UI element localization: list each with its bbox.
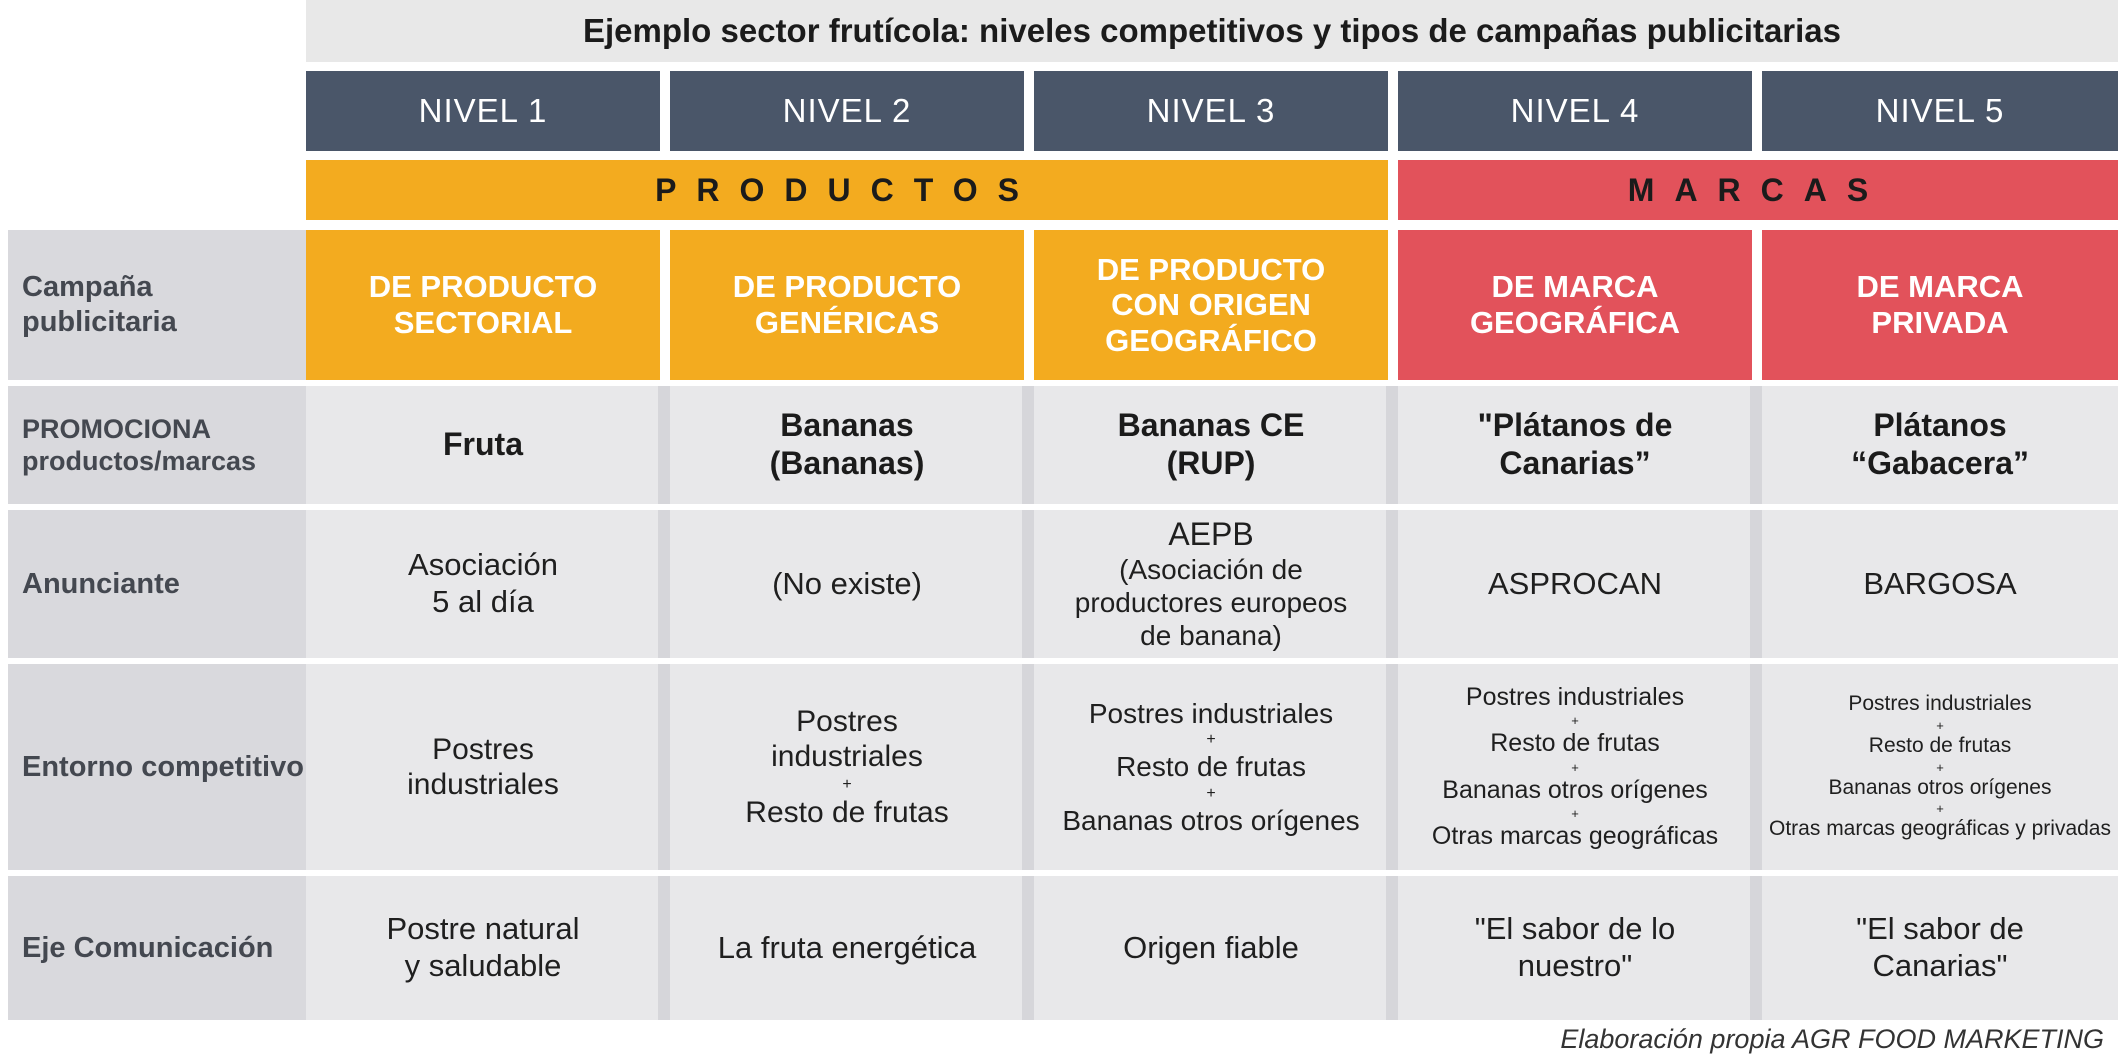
eje-line: nuestro" <box>1517 948 1633 983</box>
eje-cell-5: "El sabor de Canarias" <box>1750 876 2118 1020</box>
promociona-line: (RUP) <box>1166 445 1256 481</box>
entorno-line: Postres industriales <box>1088 698 1334 730</box>
promociona-cell-5: Plátanos “Gabacera” <box>1750 386 2118 504</box>
entorno-line: Postres industriales <box>1848 691 2032 715</box>
anunciante-line: Asociación <box>408 547 558 583</box>
campana-cell-5: DE MARCA PRIVADA <box>1762 230 2118 380</box>
plus-sign: + <box>1571 713 1579 728</box>
entorno-line: Bananas otros orígenes <box>1062 804 1360 836</box>
entorno-line: Resto de frutas <box>1116 751 1306 783</box>
promociona-cell-1: Fruta <box>306 386 660 504</box>
plus-sign: + <box>842 775 852 793</box>
campana-line: PRIVADA <box>1871 305 2009 340</box>
plus-sign: + <box>1571 759 1579 775</box>
campana-line: GEOGRÁFICO <box>1105 322 1317 358</box>
eje-line: "El sabor de <box>1856 911 2024 947</box>
campana-line: DE MARCA <box>1491 269 1659 305</box>
entorno-cell-1: Postres industriales <box>306 664 660 870</box>
entorno-line: Postres industriales <box>1465 682 1685 711</box>
plus-sign: + <box>1936 759 1944 775</box>
plus-sign: + <box>1936 801 1944 817</box>
entorno-line: industriales <box>771 740 923 774</box>
eje-cell-4: "El sabor de lo nuestro" <box>1386 876 1752 1020</box>
source-credit: Elaboración propia AGR FOOD MARKETING <box>1560 1024 2104 1054</box>
campana-line: GENÉRICAS <box>754 305 940 340</box>
nivel-3-header: NIVEL 3 <box>1034 71 1388 151</box>
campana-line: SECTORIAL <box>393 305 573 340</box>
campana-line: DE PRODUCTO <box>732 269 962 305</box>
promociona-line: “Gabacera” <box>1851 445 2029 481</box>
anunciante-line: 5 al día <box>432 584 534 619</box>
campana-line: DE PRODUCTO <box>1096 251 1326 287</box>
row-label-entorno: Entorno competitivo <box>8 664 306 870</box>
plus-sign: + <box>1936 717 1944 733</box>
row-label-anunciante: Anunciante <box>8 510 306 658</box>
campana-line: DE MARCA <box>1856 269 2024 305</box>
anunciante-cell-2: (No existe) <box>658 510 1024 658</box>
plus-sign: + <box>1206 784 1216 802</box>
entorno-cell-2: Postres industriales + Resto de frutas <box>658 664 1024 870</box>
nivel-1-header: NIVEL 1 <box>306 71 660 151</box>
campana-line: GEOGRÁFICA <box>1469 305 1681 340</box>
anunciante-detail-line: productores europeos <box>1074 587 1348 619</box>
promociona-line: Canarias” <box>1499 445 1651 481</box>
table-title: Ejemplo sector frutícola: niveles compet… <box>306 0 2118 62</box>
entorno-line: Postres <box>432 732 534 766</box>
entorno-line: Postres <box>796 704 898 738</box>
anunciante-cell-3: AEPB (Asociación de productores europeos… <box>1022 510 1388 658</box>
campana-cell-1: DE PRODUCTO SECTORIAL <box>306 230 660 380</box>
entorno-line: Resto de frutas <box>1490 729 1660 757</box>
entorno-cell-5: Postres industriales + Resto de frutas +… <box>1750 664 2118 870</box>
plus-sign: + <box>1206 731 1216 749</box>
promociona-line: "Plátanos de <box>1477 407 1673 444</box>
campana-cell-4: DE MARCA GEOGRÁFICA <box>1398 230 1752 380</box>
row-label-campana: Campaña publicitaria <box>8 230 306 380</box>
promociona-cell-4: "Plátanos de Canarias” <box>1386 386 1752 504</box>
entorno-cell-4: Postres industriales + Resto de frutas +… <box>1386 664 1752 870</box>
entorno-line: Bananas otros orígenes <box>1828 775 2052 799</box>
anunciante-title: AEPB <box>1168 515 1254 552</box>
anunciante-cell-5: BARGOSA <box>1750 510 2118 658</box>
eje-line: Postre natural <box>386 911 580 947</box>
marcas-band: MARCAS <box>1398 160 2118 220</box>
eje-cell-2: La fruta energética <box>658 876 1024 1020</box>
promociona-cell-3: Bananas CE (RUP) <box>1022 386 1388 504</box>
productos-band: PRODUCTOS <box>306 160 1388 220</box>
entorno-line: Resto de frutas <box>1868 733 2012 757</box>
campana-line: DE PRODUCTO <box>368 269 598 305</box>
anunciante-cell-1: Asociación 5 al día <box>306 510 660 658</box>
promociona-line: Fruta <box>443 426 523 463</box>
eje-line: Origen fiable <box>1123 929 1299 965</box>
anunciante-cell-4: ASPROCAN <box>1386 510 1752 658</box>
entorno-line: Bananas otros orígenes <box>1442 775 1708 804</box>
entorno-line: Resto de frutas <box>745 795 949 829</box>
entorno-line: Otras marcas geográficas y privadas <box>1769 817 2111 841</box>
nivel-4-header: NIVEL 4 <box>1398 71 1752 151</box>
eje-line: y saludable <box>404 948 562 983</box>
campana-cell-3: DE PRODUCTO CON ORIGEN GEOGRÁFICO <box>1034 230 1388 380</box>
row-label-eje: Eje Comunicación <box>8 876 306 1020</box>
eje-line: Canarias" <box>1872 948 2008 983</box>
campana-cell-2: DE PRODUCTO GENÉRICAS <box>670 230 1024 380</box>
entorno-line: Otras marcas geográficas <box>1431 822 1719 850</box>
eje-line: "El sabor de lo <box>1474 911 1676 947</box>
plus-sign: + <box>1571 806 1579 821</box>
anunciante-detail-line: de banana) <box>1140 620 1282 652</box>
promociona-cell-2: Bananas (Bananas) <box>658 386 1024 504</box>
eje-cell-1: Postre natural y saludable <box>306 876 660 1020</box>
nivel-2-header: NIVEL 2 <box>670 71 1024 151</box>
eje-cell-3: Origen fiable <box>1022 876 1388 1020</box>
entorno-line: industriales <box>407 768 559 801</box>
promociona-line: Bananas CE <box>1117 407 1305 444</box>
row-label-promociona: PROMOCIONA productos/marcas <box>8 386 306 504</box>
campana-line: CON ORIGEN <box>1111 287 1311 323</box>
promociona-line: Plátanos <box>1873 407 2007 444</box>
entorno-cell-3: Postres industriales + Resto de frutas +… <box>1022 664 1388 870</box>
eje-line: La fruta energética <box>717 929 977 965</box>
promociona-line: (Bananas) <box>769 445 925 481</box>
anunciante-detail-line: (Asociación de <box>1119 554 1303 586</box>
nivel-5-header: NIVEL 5 <box>1762 71 2118 151</box>
promociona-line: Bananas <box>780 407 914 444</box>
